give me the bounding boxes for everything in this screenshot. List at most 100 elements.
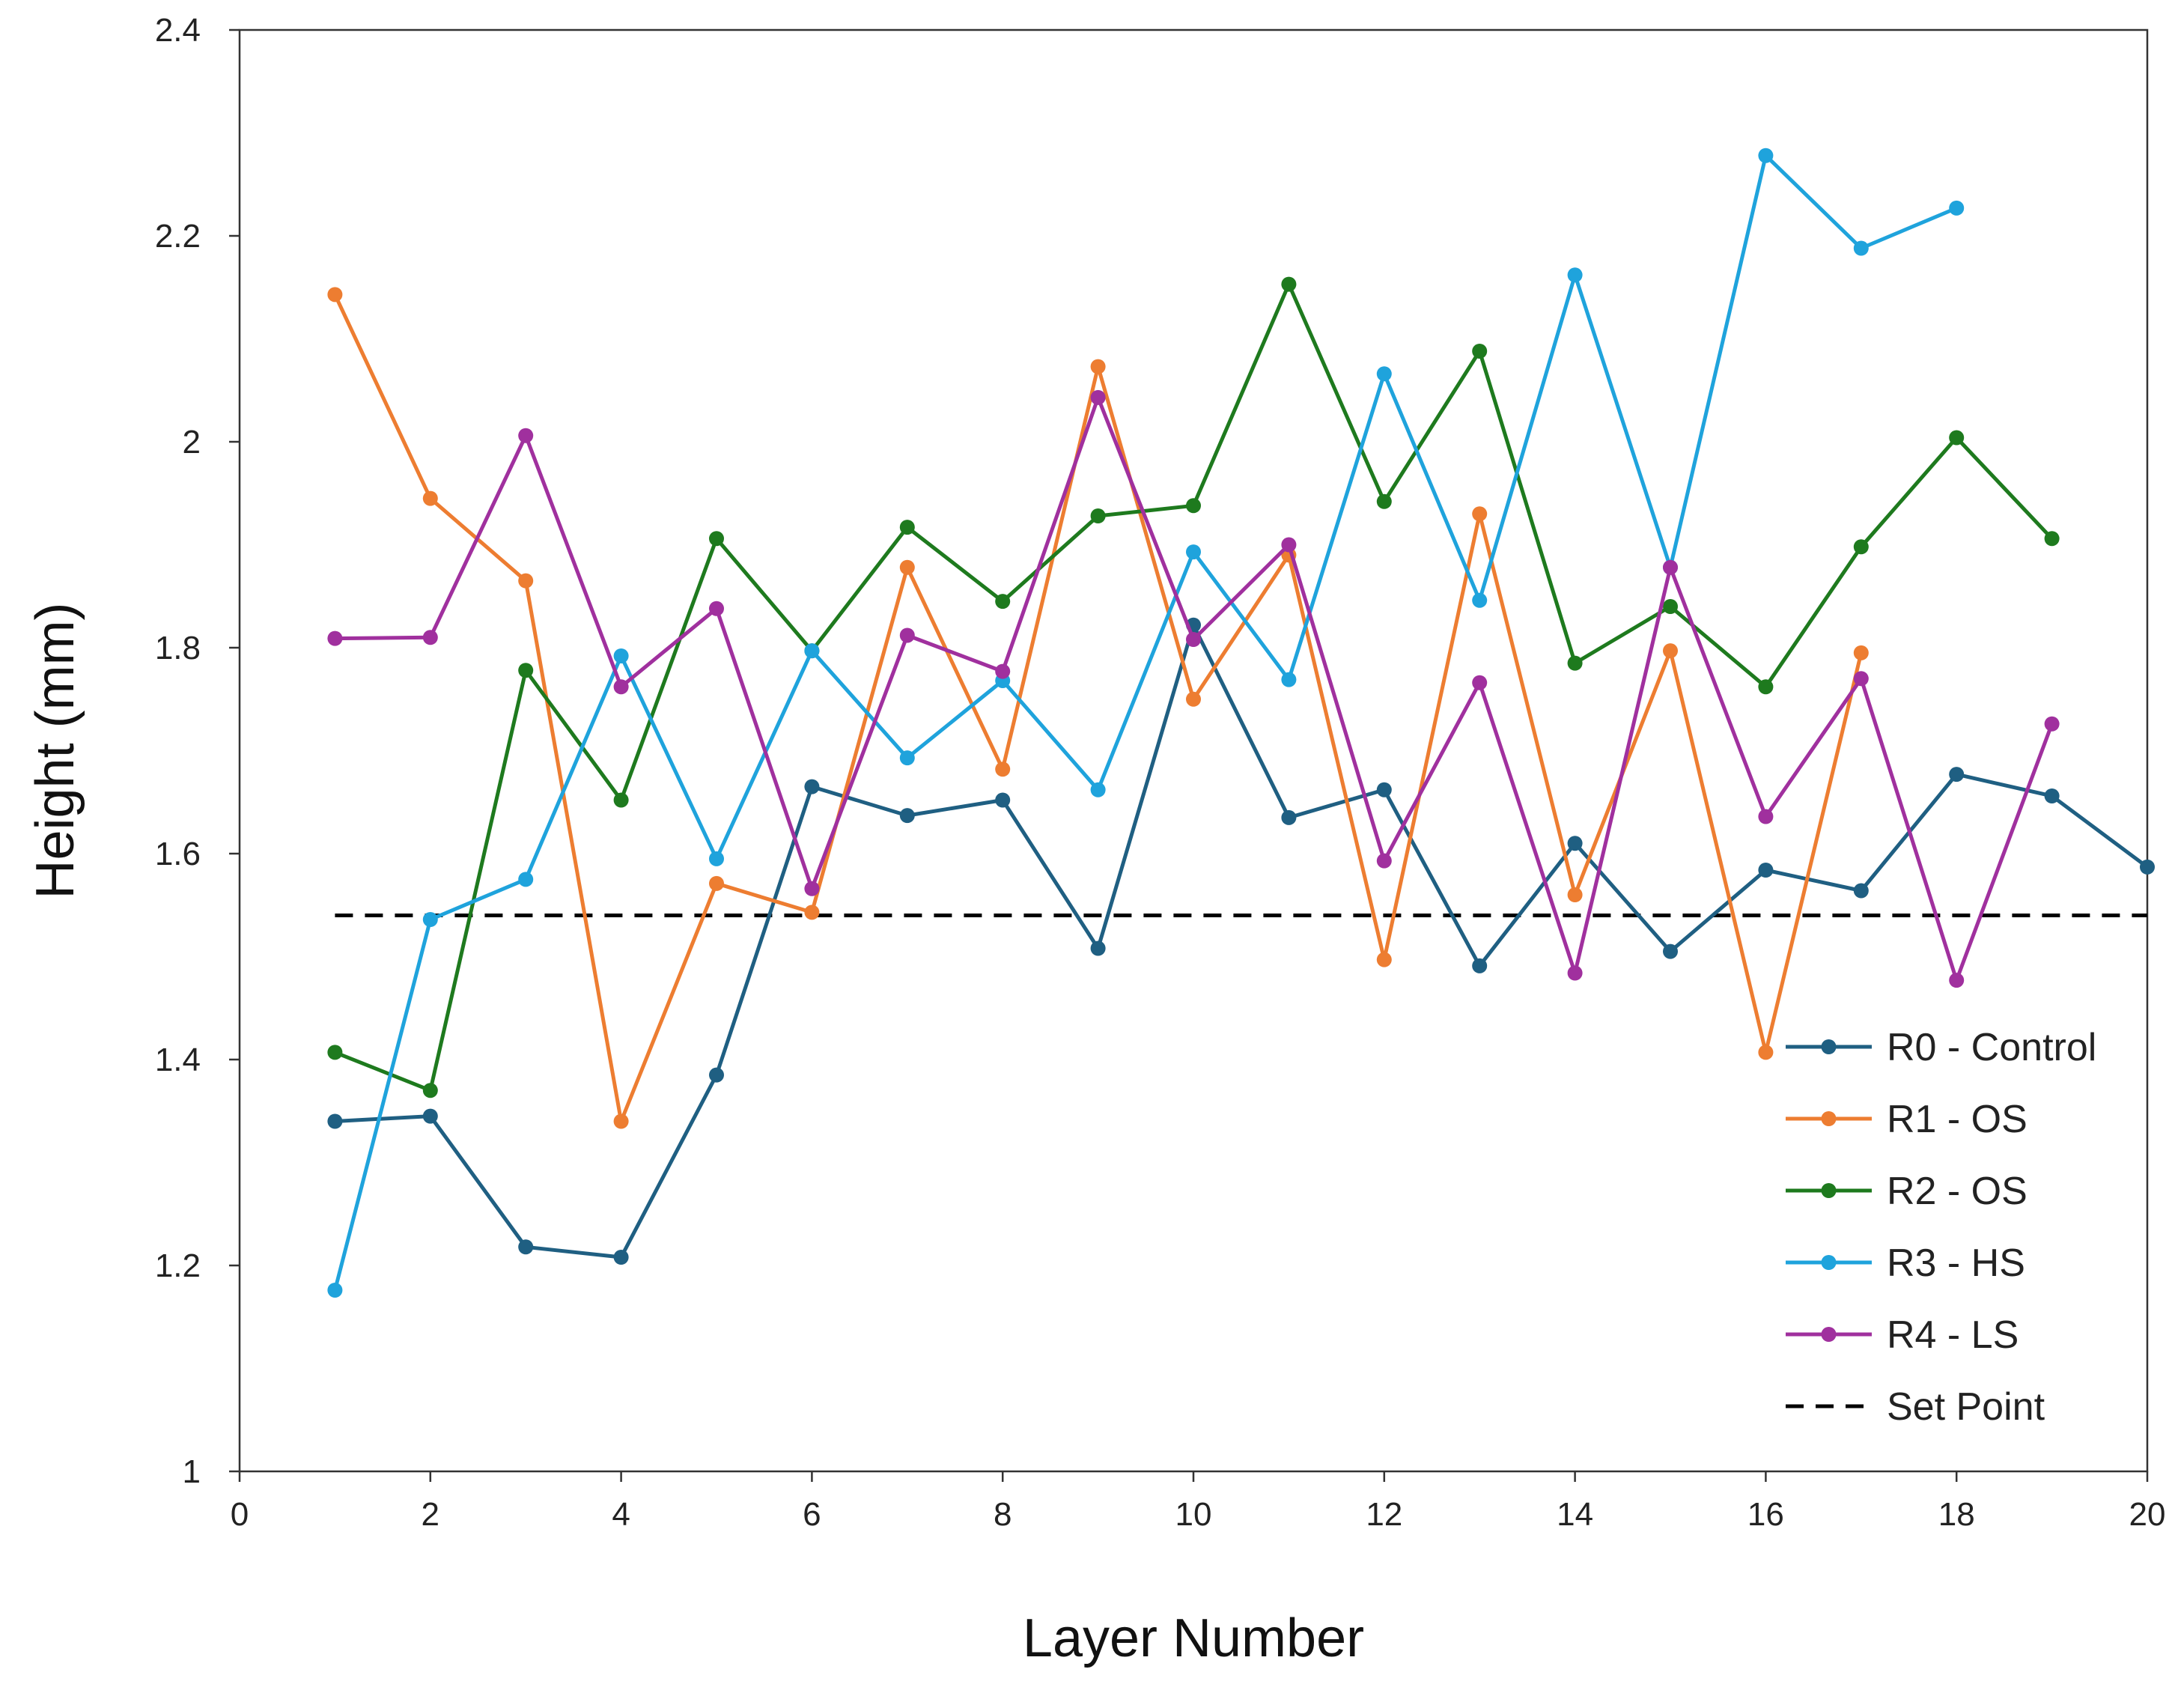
y-tick-label: 1.8 [155, 630, 201, 666]
data-point [709, 531, 724, 547]
data-point [1090, 359, 1106, 374]
data-point [1186, 498, 1201, 514]
data-point [995, 762, 1011, 777]
series-layer [327, 148, 2155, 1298]
data-point [1281, 672, 1297, 687]
data-point [804, 643, 820, 659]
data-point [899, 559, 915, 575]
y-tick-label: 1.4 [155, 1042, 201, 1078]
y-axis-title: Height (mm) [25, 602, 85, 899]
axes [229, 28, 2149, 1482]
x-tick-label: 10 [1175, 1496, 1212, 1533]
data-point [1281, 809, 1297, 825]
data-point [422, 1108, 438, 1124]
tick-labels: 0 2 4 6 8 10 12 14 16 18 20 1 1.2 1.4 1.6 1.8 2 2.2 2.4 [155, 12, 2166, 1533]
data-point [2044, 716, 2060, 732]
data-point [804, 779, 820, 794]
data-point [1853, 240, 1869, 256]
data-point [995, 663, 1011, 679]
data-point [518, 663, 534, 678]
data-point [995, 792, 1011, 808]
data-point [709, 851, 724, 866]
data-point [327, 1283, 343, 1298]
data-point [1567, 965, 1583, 981]
data-point [2140, 859, 2155, 875]
legend: R0 - Control R1 - OS R2 - OS R3 - HS R4 - LS… [1786, 1026, 2096, 1429]
legend-label: R3 - HS [1887, 1242, 2025, 1285]
data-point [327, 1113, 343, 1129]
data-point [1376, 366, 1392, 382]
legend-label: R4 - LS [1887, 1313, 2019, 1357]
series-2 [327, 276, 2060, 1098]
data-point [1090, 782, 1106, 797]
legend-item: R3 - HS [1786, 1242, 2025, 1285]
data-point [2044, 531, 2060, 547]
x-tick-label: 8 [994, 1496, 1012, 1533]
data-point [1186, 544, 1201, 560]
series-line [332, 154, 1958, 1291]
data-point [1567, 887, 1583, 902]
legend-item: R1 - OS [1786, 1098, 2028, 1141]
x-tick-label: 12 [1366, 1496, 1402, 1533]
data-point [1186, 691, 1201, 707]
series-4 [327, 389, 2060, 988]
data-point [1090, 940, 1106, 956]
legend-item: R2 - OS [1786, 1170, 2028, 1213]
data-point [1758, 809, 1774, 824]
x-tick-label: 4 [612, 1496, 630, 1533]
data-point [1472, 675, 1488, 690]
x-tick-label: 16 [1747, 1496, 1784, 1533]
data-point [1853, 883, 1869, 899]
legend-marker [1821, 1039, 1837, 1054]
data-point [899, 808, 915, 824]
data-point [2044, 788, 2060, 803]
data-point [709, 1067, 724, 1083]
y-tick-label: 2.4 [155, 12, 201, 49]
data-point [1663, 599, 1678, 614]
data-point [709, 875, 724, 891]
legend-marker [1821, 1327, 1837, 1342]
x-tick-label: 14 [1557, 1496, 1593, 1533]
data-point [1853, 671, 1869, 687]
data-point [1758, 863, 1774, 878]
data-point [613, 648, 629, 663]
data-point [1567, 836, 1583, 851]
data-point [613, 1250, 629, 1265]
data-point [1090, 508, 1106, 523]
y-tick-label: 1.6 [155, 836, 201, 872]
data-point [1949, 767, 1965, 782]
data-point [1376, 493, 1392, 509]
data-point [613, 1113, 629, 1129]
legend-label: Set Point [1887, 1385, 2045, 1429]
legend-label: R2 - OS [1887, 1170, 2028, 1213]
legend-marker [1821, 1183, 1837, 1198]
data-point [1949, 430, 1965, 446]
series-0 [327, 617, 2155, 1265]
data-point [1567, 655, 1583, 671]
data-point [1663, 559, 1678, 575]
x-tick-label: 6 [803, 1496, 821, 1533]
data-point [1853, 539, 1869, 555]
data-point [1758, 679, 1774, 695]
data-point [1472, 958, 1488, 973]
data-point [1663, 643, 1678, 659]
legend-label: R0 - Control [1887, 1026, 2096, 1069]
legend-item: R4 - LS [1786, 1313, 2019, 1357]
legend-label: R1 - OS [1887, 1098, 2028, 1141]
y-tick-label: 2 [183, 424, 201, 461]
series-3 [327, 148, 1965, 1298]
data-point [422, 630, 438, 645]
data-point [709, 601, 724, 616]
data-point [327, 630, 343, 646]
x-tick-label: 20 [2129, 1496, 2166, 1533]
data-point [1186, 632, 1201, 647]
data-point [1567, 267, 1583, 283]
data-point [1949, 200, 1965, 216]
legend-marker [1821, 1111, 1837, 1126]
data-point [804, 905, 820, 920]
y-tick-label: 1 [183, 1453, 201, 1490]
data-point [518, 872, 534, 887]
data-point [1949, 973, 1965, 988]
data-point [1376, 782, 1392, 797]
data-point [422, 1083, 438, 1098]
